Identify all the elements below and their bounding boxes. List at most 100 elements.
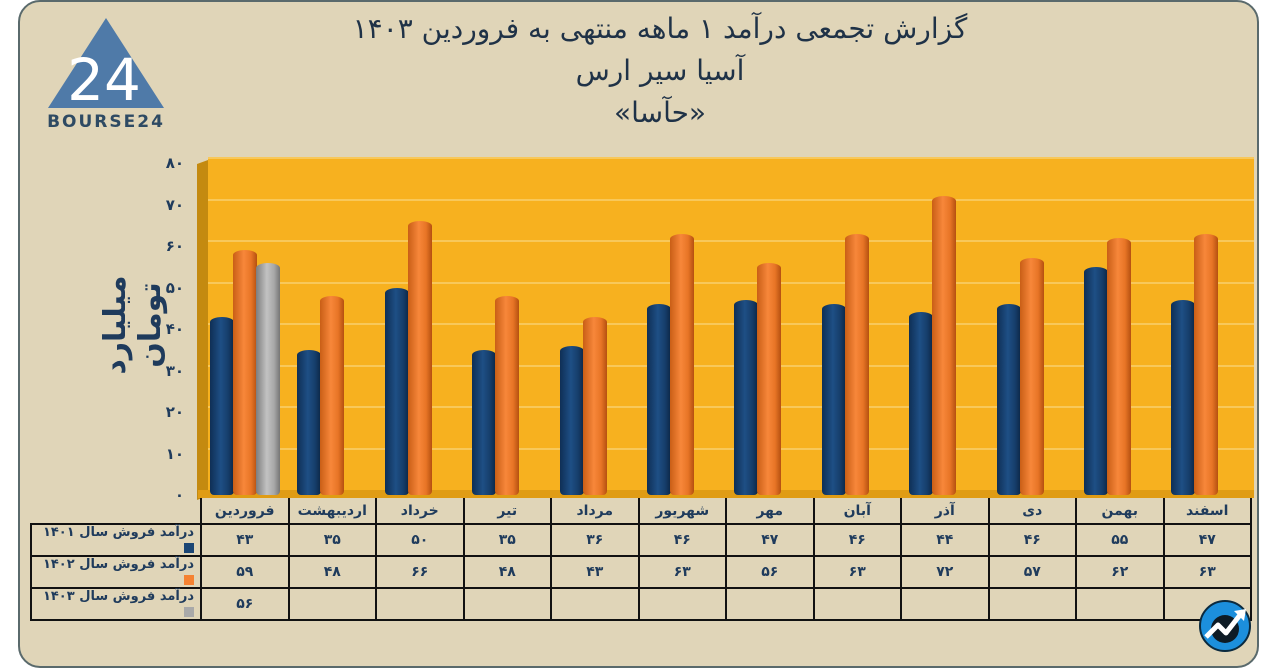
table-cell: ۴۳ bbox=[200, 523, 290, 557]
bar bbox=[821, 304, 846, 495]
series-label: درآمد فروش سال ۱۴۰۲ bbox=[30, 555, 202, 589]
series-label: درآمد فروش سال ۱۴۰۳ bbox=[30, 587, 202, 621]
legend-swatch bbox=[184, 606, 194, 617]
month-header: بهمن bbox=[1075, 498, 1165, 525]
table-cell: ۶۶ bbox=[375, 555, 465, 589]
table-row: درآمد فروش سال ۱۴۰۱ ۴۳ ۳۵ ۵۰ ۳۵ ۳۶ ۴۶ ۴۷ ۴۶ ۴۴ ۴۶ ۵… bbox=[30, 523, 1252, 557]
table-cell: ۴۴ bbox=[900, 523, 990, 557]
month-header: مرداد bbox=[550, 498, 640, 525]
bar bbox=[559, 345, 584, 495]
title-line-3: «حآسا» bbox=[613, 96, 707, 129]
table-cell bbox=[375, 587, 465, 621]
chart-title: گزارش تجمعی درآمد ۱ ماهه منتهی به فروردی… bbox=[300, 8, 1020, 134]
table-cell: ۶۳ bbox=[637, 555, 727, 589]
bar bbox=[1171, 299, 1196, 495]
table-cell: ۶۳ bbox=[812, 555, 902, 589]
gridline bbox=[208, 157, 1254, 159]
table-cell: ۷۲ bbox=[900, 555, 990, 589]
table-cell: ۴۶ bbox=[812, 523, 902, 557]
table-cell: ۶۲ bbox=[1075, 555, 1165, 589]
bar bbox=[932, 196, 957, 495]
bar bbox=[384, 287, 409, 495]
month-header: شهریور bbox=[637, 498, 727, 525]
plot-floor bbox=[198, 490, 1254, 498]
y-tick: ۵۰ bbox=[165, 278, 184, 297]
y-tick: ۳۰ bbox=[165, 361, 184, 380]
table-cell: ۴۳ bbox=[550, 555, 640, 589]
table-row: درآمد فروش سال ۱۴۰۳ ۵۶ bbox=[30, 587, 1252, 621]
bar bbox=[320, 295, 345, 495]
y-tick: ۷۰ bbox=[165, 195, 184, 214]
gridline bbox=[208, 364, 1254, 367]
data-table: فروردین اردیبهشت خرداد تیر مرداد شهریور مهر آبا… bbox=[30, 498, 1252, 621]
bar bbox=[1084, 266, 1108, 495]
bar bbox=[472, 349, 497, 495]
table-cell: ۴۶ bbox=[987, 523, 1077, 557]
y-tick: ۰ bbox=[174, 486, 184, 504]
bar bbox=[233, 250, 257, 495]
bar bbox=[647, 304, 671, 495]
bar bbox=[909, 312, 934, 495]
table-cell bbox=[550, 587, 640, 621]
table-cell bbox=[637, 587, 727, 621]
table-cell: ۵۶ bbox=[200, 587, 290, 621]
y-tick: ۶۰ bbox=[165, 237, 184, 255]
table-cell: ۵۶ bbox=[725, 555, 815, 589]
y-tick: ۲۰ bbox=[165, 403, 184, 421]
logo-mark: 24 bbox=[67, 46, 141, 114]
table-corner bbox=[31, 498, 201, 524]
bar bbox=[256, 262, 280, 495]
table-cell: ۴۸ bbox=[462, 555, 552, 589]
logo-text: BOURSE24 bbox=[47, 112, 165, 132]
bar bbox=[407, 221, 432, 495]
table-cell bbox=[725, 587, 815, 621]
month-header: آذر bbox=[900, 498, 990, 525]
table-cell: ۵۷ bbox=[987, 555, 1077, 589]
y-axis-label: میلیارد تومان bbox=[98, 275, 168, 375]
table-cell bbox=[900, 587, 990, 621]
table-cell bbox=[287, 587, 377, 621]
table-cell bbox=[987, 587, 1077, 621]
month-header: اردیبهشت bbox=[287, 498, 377, 525]
table-cell: ۶۳ bbox=[1162, 555, 1252, 589]
legend-swatch bbox=[184, 542, 194, 553]
table-cell bbox=[462, 587, 552, 621]
table-cell: ۴۶ bbox=[637, 523, 727, 557]
table-cell: ۳۵ bbox=[462, 523, 552, 557]
y-tick: ۱۰ bbox=[165, 444, 184, 463]
y-tick: ۸۰ bbox=[165, 154, 184, 172]
gridline bbox=[208, 198, 1254, 201]
legend-swatch bbox=[184, 574, 194, 585]
gridline bbox=[208, 323, 1254, 325]
table-cell: ۴۷ bbox=[1162, 523, 1252, 557]
bar bbox=[670, 233, 694, 495]
bar bbox=[210, 316, 234, 495]
table-row: درآمد فروش سال ۱۴۰۲ ۵۹ ۴۸ ۶۶ ۴۸ ۴۳ ۶۳ ۵۶ ۶۳ ۷۲ ۵۷ ۶… bbox=[30, 555, 1252, 589]
bar bbox=[495, 295, 520, 495]
table-cell bbox=[1075, 587, 1165, 621]
y-tick: ۴۰ bbox=[165, 320, 184, 338]
table-cell: ۴۸ bbox=[287, 555, 377, 589]
month-header: دی bbox=[987, 498, 1077, 525]
table-cell: ۴۷ bbox=[725, 523, 815, 557]
table-cell: ۳۶ bbox=[550, 523, 640, 557]
gridline bbox=[208, 406, 1254, 408]
table-cell: ۵۹ bbox=[200, 555, 290, 589]
table-cell: ۳۵ bbox=[287, 523, 377, 557]
month-header: آبان bbox=[812, 498, 902, 525]
plot-side-wall bbox=[197, 160, 208, 501]
gridline bbox=[208, 447, 1254, 450]
month-header: تیر bbox=[462, 498, 552, 525]
title-line-2: آسیا سیر ارس bbox=[575, 54, 745, 87]
bar bbox=[1019, 258, 1044, 495]
month-header: مهر bbox=[725, 498, 815, 525]
bar bbox=[734, 299, 759, 495]
table-cell: ۵۰ bbox=[375, 523, 465, 557]
bar bbox=[1194, 233, 1219, 495]
bar bbox=[1107, 237, 1131, 495]
trend-arrow-icon bbox=[1199, 600, 1251, 652]
bar bbox=[297, 349, 322, 495]
bar bbox=[582, 316, 607, 495]
gridline bbox=[208, 240, 1254, 242]
month-header: خرداد bbox=[375, 498, 465, 525]
